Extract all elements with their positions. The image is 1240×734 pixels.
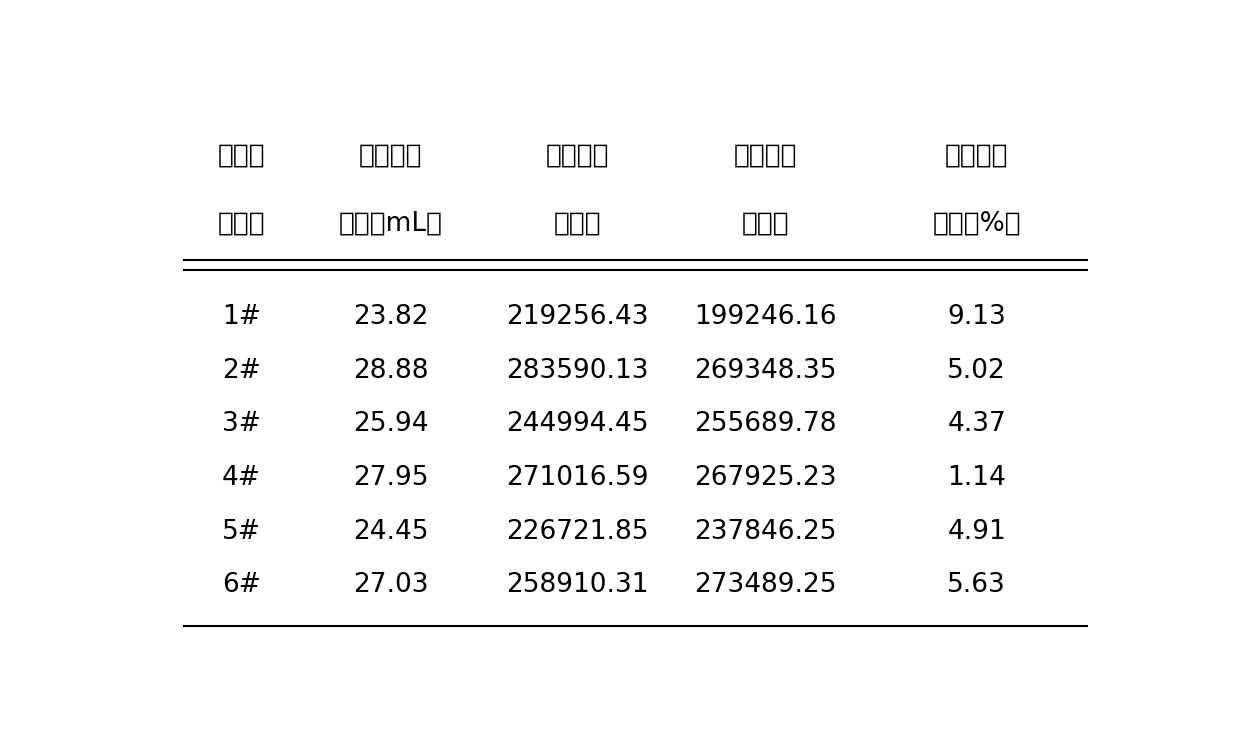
Text: 卷烟样: 卷烟样 <box>218 143 265 169</box>
Text: 5.02: 5.02 <box>947 357 1006 384</box>
Text: 23.82: 23.82 <box>352 304 428 330</box>
Text: 226721.85: 226721.85 <box>507 519 649 545</box>
Text: 269348.35: 269348.35 <box>694 357 837 384</box>
Text: 24.45: 24.45 <box>352 519 428 545</box>
Text: 3#: 3# <box>222 411 260 437</box>
Text: 2#: 2# <box>222 357 260 384</box>
Text: 预测相对: 预测相对 <box>945 143 1008 169</box>
Text: 燃烧强度: 燃烧强度 <box>734 143 797 169</box>
Text: 1.14: 1.14 <box>947 465 1006 491</box>
Text: 燃烧锥端: 燃烧锥端 <box>358 143 422 169</box>
Text: 实测值: 实测值 <box>742 211 789 237</box>
Text: 1#: 1# <box>222 304 260 330</box>
Text: 4.37: 4.37 <box>947 411 1006 437</box>
Text: 27.03: 27.03 <box>352 573 428 598</box>
Text: 283590.13: 283590.13 <box>507 357 649 384</box>
Text: 燃烧强度: 燃烧强度 <box>546 143 610 169</box>
Text: 9.13: 9.13 <box>947 304 1006 330</box>
Text: 25.94: 25.94 <box>352 411 428 437</box>
Text: 219256.43: 219256.43 <box>507 304 649 330</box>
Text: 预测值: 预测值 <box>554 211 601 237</box>
Text: 5.63: 5.63 <box>947 573 1006 598</box>
Text: 6#: 6# <box>222 573 260 598</box>
Text: 5#: 5# <box>222 519 260 545</box>
Text: 误差（%）: 误差（%） <box>932 211 1021 237</box>
Text: 273489.25: 273489.25 <box>694 573 837 598</box>
Text: 品编号: 品编号 <box>218 211 265 237</box>
Text: 271016.59: 271016.59 <box>507 465 649 491</box>
Text: 4#: 4# <box>222 465 260 491</box>
Text: 244994.45: 244994.45 <box>507 411 649 437</box>
Text: 4.91: 4.91 <box>947 519 1006 545</box>
Text: 237846.25: 237846.25 <box>694 519 837 545</box>
Text: 258910.31: 258910.31 <box>507 573 649 598</box>
Text: 27.95: 27.95 <box>352 465 428 491</box>
Text: 255689.78: 255689.78 <box>694 411 837 437</box>
Text: 28.88: 28.88 <box>352 357 428 384</box>
Text: 267925.23: 267925.23 <box>694 465 837 491</box>
Text: 流量（mL）: 流量（mL） <box>339 211 443 237</box>
Text: 199246.16: 199246.16 <box>694 304 837 330</box>
